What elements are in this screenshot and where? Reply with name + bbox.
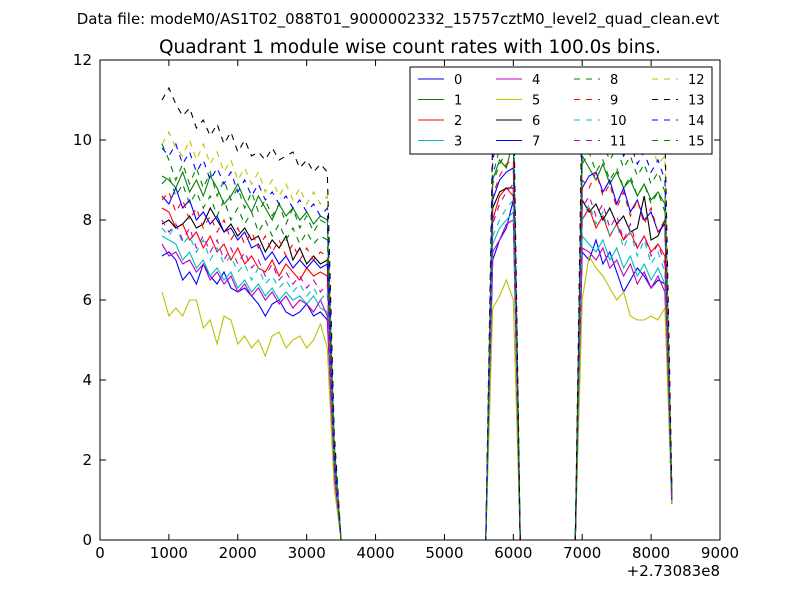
x-tick-label: 7000 (563, 544, 601, 562)
legend-label-13: 13 (688, 94, 705, 109)
y-tick-label: 4 (82, 371, 92, 389)
legend-label-4: 4 (532, 73, 540, 88)
y-tick-label: 0 (82, 531, 92, 549)
legend-box (409, 66, 713, 155)
legend-label-15: 15 (688, 135, 705, 150)
series-line-15 (161, 142, 673, 541)
legend-label-0: 0 (454, 73, 462, 88)
legend-label-7: 7 (532, 135, 540, 150)
y-tick-label: 2 (82, 451, 92, 469)
legend-label-5: 5 (532, 94, 540, 109)
x-tick-label: 5000 (425, 544, 463, 562)
series-line-9 (161, 159, 673, 541)
series-line-3 (161, 210, 673, 541)
legend-label-12: 12 (688, 73, 705, 88)
y-tick-label: 10 (73, 131, 92, 149)
legend-label-1: 1 (454, 94, 462, 109)
legend-label-14: 14 (688, 114, 705, 129)
axes: 0 1000 2000 3000 4000 5000 6000 7000 8000 9000 0 2 4… (73, 51, 739, 562)
x-tick-label: 3000 (288, 544, 326, 562)
x-tick-label: 6000 (494, 544, 532, 562)
x-tick-label: 0 (95, 544, 105, 562)
legend-label-3: 3 (454, 135, 462, 150)
x-tick-label: 8000 (632, 544, 670, 562)
legend-label-8: 8 (610, 73, 618, 88)
series-line-7 (161, 167, 673, 541)
y-tick-label: 12 (73, 51, 92, 69)
y-tick-label: 6 (82, 291, 92, 309)
y-tick-label: 8 (82, 211, 92, 229)
x-tick-label: 2000 (219, 544, 257, 562)
legend-label-6: 6 (532, 114, 540, 129)
legend-label-11: 11 (610, 135, 627, 150)
x-tick-label: 9000 (701, 544, 739, 562)
legend-label-10: 10 (610, 114, 627, 129)
series-line-10 (161, 198, 673, 541)
series-line-14 (161, 110, 673, 541)
x-offset-label: +2.73083e8 (627, 562, 720, 580)
series-line-11 (161, 182, 673, 541)
chart-suptitle: Data file: modeM0/AS1T02_088T01_90000023… (77, 10, 720, 29)
legend-label-9: 9 (610, 94, 618, 109)
series-line-1 (161, 139, 673, 541)
series-line-4 (161, 219, 673, 541)
x-tick-label: 4000 (356, 544, 394, 562)
x-tick-label: 1000 (150, 544, 188, 562)
series-line-12 (161, 98, 673, 541)
series-line-5 (161, 254, 673, 541)
legend-label-2: 2 (454, 114, 462, 129)
chart-title: Quadrant 1 module wise count rates with … (159, 37, 661, 58)
